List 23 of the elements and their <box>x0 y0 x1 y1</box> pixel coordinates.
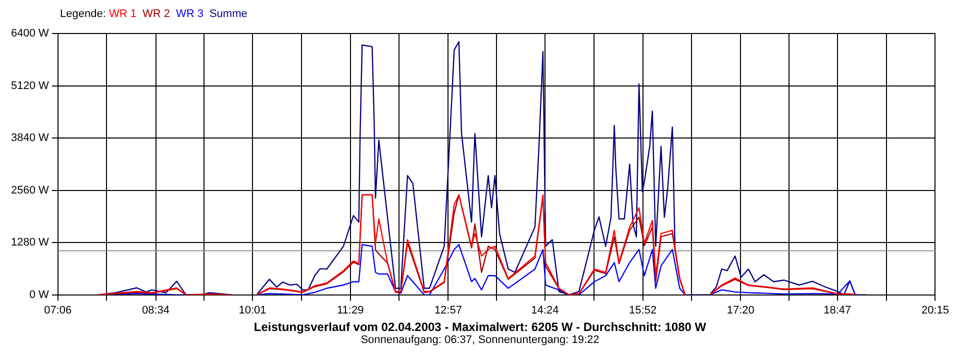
text: WR 2 <box>142 8 170 20</box>
x-tick-label: 12:57 <box>434 304 462 316</box>
y-tick-label: 0 W <box>29 288 50 301</box>
x-tick-label: 18:47 <box>824 304 852 316</box>
text: WR 3 <box>176 8 204 20</box>
x-tick-label: 07:06 <box>44 304 72 316</box>
y-tick-label: 1280 W <box>10 236 50 249</box>
y-tick-label: 6400 W <box>10 28 50 40</box>
text: Sonnenaufgang: 06:37, Sonnenuntergang: 19:22 <box>360 334 600 347</box>
text: Summe <box>209 8 248 20</box>
x-tick-label: 10:01 <box>238 304 266 316</box>
x-tick-label: 15:52 <box>629 304 657 316</box>
legend-title: Legende: <box>60 8 107 20</box>
text: WR 1 <box>108 8 136 20</box>
x-tick-label: 08:34 <box>142 304 170 316</box>
x-tick-label: 17:20 <box>726 304 754 316</box>
x-tick-label: 14:24 <box>531 304 559 316</box>
y-tick-label: 2560 W <box>10 184 50 196</box>
y-tick-label: 3840 W <box>10 132 50 144</box>
text: Leistungsverlauf vom 02.04.2003 - Maximalwert: 6205 W - Durchschnitt: 1080 W <box>252 320 708 334</box>
y-tick-label: 5120 W <box>10 80 50 92</box>
x-tick-label: 20:15 <box>921 304 949 316</box>
x-tick-label: 11:29 <box>336 304 364 316</box>
